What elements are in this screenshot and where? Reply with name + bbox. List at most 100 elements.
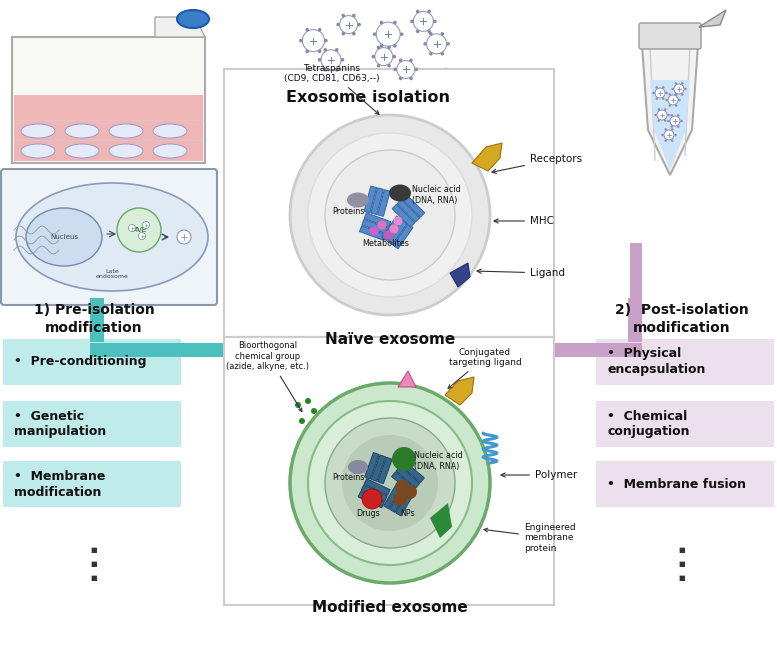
- FancyBboxPatch shape: [224, 337, 554, 605]
- Ellipse shape: [65, 124, 99, 138]
- Circle shape: [392, 447, 416, 471]
- Circle shape: [662, 86, 664, 88]
- Circle shape: [441, 52, 444, 56]
- Circle shape: [392, 55, 396, 59]
- Circle shape: [403, 485, 417, 499]
- FancyBboxPatch shape: [90, 343, 342, 357]
- Circle shape: [657, 110, 667, 120]
- Polygon shape: [371, 188, 383, 215]
- Polygon shape: [650, 80, 690, 170]
- Circle shape: [677, 126, 679, 128]
- Circle shape: [409, 76, 413, 80]
- Circle shape: [677, 114, 679, 116]
- Circle shape: [325, 418, 455, 548]
- Circle shape: [335, 68, 339, 72]
- Text: Nucleic acid
(DNA, RNA): Nucleic acid (DNA, RNA): [412, 186, 461, 205]
- FancyBboxPatch shape: [596, 339, 774, 385]
- Circle shape: [429, 32, 433, 36]
- Circle shape: [670, 116, 680, 126]
- Text: Conjugated
targeting ligand: Conjugated targeting ligand: [448, 348, 521, 388]
- Circle shape: [305, 398, 311, 404]
- Circle shape: [375, 48, 393, 66]
- Circle shape: [661, 134, 664, 136]
- Text: ■: ■: [91, 561, 97, 567]
- Circle shape: [302, 30, 325, 52]
- FancyBboxPatch shape: [1, 169, 217, 305]
- Circle shape: [654, 114, 657, 116]
- Polygon shape: [397, 200, 420, 222]
- Circle shape: [295, 402, 301, 408]
- Polygon shape: [14, 95, 203, 161]
- Text: Bioorthogonal
chemical group
(azide, alkyne, etc.): Bioorthogonal chemical group (azide, alk…: [227, 341, 309, 412]
- Circle shape: [667, 120, 670, 122]
- Text: Exosome isolation: Exosome isolation: [286, 90, 450, 104]
- Polygon shape: [445, 377, 474, 405]
- FancyArrow shape: [248, 68, 483, 126]
- Circle shape: [681, 120, 683, 122]
- Circle shape: [387, 46, 391, 49]
- Text: Engineered
membrane
protein: Engineered membrane protein: [484, 523, 576, 553]
- Circle shape: [664, 108, 667, 110]
- Circle shape: [393, 217, 402, 225]
- Polygon shape: [642, 45, 698, 175]
- Circle shape: [441, 32, 444, 36]
- Polygon shape: [364, 452, 379, 479]
- Ellipse shape: [26, 208, 102, 266]
- Circle shape: [299, 39, 303, 43]
- Circle shape: [318, 50, 322, 53]
- Circle shape: [376, 22, 400, 46]
- Polygon shape: [430, 503, 452, 538]
- Polygon shape: [382, 216, 402, 241]
- Circle shape: [664, 130, 674, 140]
- Circle shape: [685, 88, 687, 90]
- Circle shape: [377, 64, 381, 67]
- Circle shape: [681, 82, 684, 84]
- FancyBboxPatch shape: [3, 339, 181, 385]
- Text: Drugs: Drugs: [356, 509, 380, 517]
- Circle shape: [393, 21, 397, 25]
- Text: Metabolites: Metabolites: [363, 239, 409, 247]
- Circle shape: [668, 93, 671, 96]
- Text: 2)  Post-isolation
modification: 2) Post-isolation modification: [615, 303, 749, 335]
- Circle shape: [681, 93, 684, 96]
- Circle shape: [370, 227, 378, 235]
- Polygon shape: [371, 455, 385, 481]
- Polygon shape: [361, 485, 387, 501]
- Circle shape: [395, 480, 409, 494]
- Circle shape: [409, 59, 413, 62]
- FancyBboxPatch shape: [596, 461, 774, 507]
- Circle shape: [393, 492, 407, 506]
- Text: •  Membrane
modification: • Membrane modification: [14, 469, 106, 499]
- Ellipse shape: [177, 10, 209, 28]
- Circle shape: [667, 114, 670, 116]
- Circle shape: [342, 32, 345, 35]
- Circle shape: [671, 126, 673, 128]
- Circle shape: [414, 68, 418, 71]
- Circle shape: [393, 44, 397, 48]
- Circle shape: [290, 115, 490, 315]
- Circle shape: [290, 383, 490, 583]
- Polygon shape: [390, 487, 408, 513]
- Circle shape: [423, 42, 427, 46]
- Ellipse shape: [153, 144, 187, 158]
- FancyBboxPatch shape: [3, 401, 181, 447]
- Polygon shape: [472, 143, 502, 171]
- Ellipse shape: [65, 144, 99, 158]
- Circle shape: [397, 61, 415, 78]
- Text: MVE: MVE: [131, 227, 147, 233]
- Circle shape: [325, 150, 455, 280]
- Text: 1) Pre-isolation
modification: 1) Pre-isolation modification: [33, 303, 155, 335]
- Text: NPs: NPs: [401, 509, 416, 517]
- Circle shape: [377, 46, 381, 49]
- Text: Modified exosome: Modified exosome: [312, 600, 468, 615]
- Polygon shape: [362, 219, 388, 234]
- Circle shape: [335, 48, 339, 52]
- Polygon shape: [401, 461, 424, 483]
- Circle shape: [665, 92, 667, 94]
- Circle shape: [668, 95, 678, 105]
- FancyBboxPatch shape: [390, 245, 404, 357]
- Text: Late
endosome: Late endosome: [96, 269, 128, 279]
- Text: •  Membrane fusion: • Membrane fusion: [607, 477, 746, 491]
- Text: Ligand: Ligand: [477, 268, 565, 278]
- FancyBboxPatch shape: [333, 245, 347, 357]
